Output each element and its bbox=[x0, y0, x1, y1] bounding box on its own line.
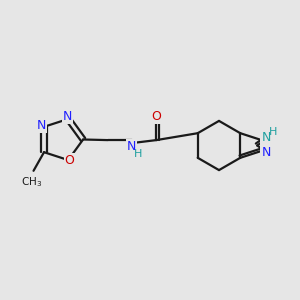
Text: CH$_3$: CH$_3$ bbox=[21, 176, 43, 189]
Text: N: N bbox=[261, 146, 271, 159]
Text: N: N bbox=[127, 140, 136, 153]
Text: O: O bbox=[65, 154, 75, 166]
Text: N: N bbox=[63, 110, 72, 123]
Text: H: H bbox=[134, 148, 142, 159]
Text: O: O bbox=[152, 110, 161, 123]
Text: N: N bbox=[37, 119, 46, 132]
Text: N: N bbox=[261, 131, 271, 144]
Text: H: H bbox=[269, 128, 278, 137]
